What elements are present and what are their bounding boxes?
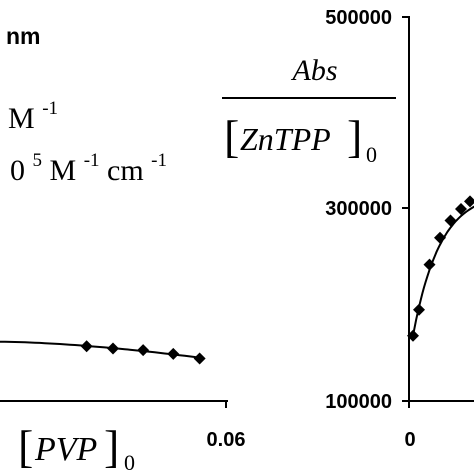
- annotation-constant-1: M -1: [8, 98, 58, 135]
- annotation-constant-2-unit2-sup: -1: [151, 150, 167, 171]
- left-panel: nm M -1 0 5 M -1 cm -1 0.06 [ PVP ] 0: [0, 23, 245, 474]
- annotation-constant-1-sup: -1: [42, 98, 58, 119]
- annotation-wavelength: nm: [6, 23, 41, 49]
- right-y-tick-label: 100000: [325, 391, 392, 413]
- left-x-label-var: PVP: [34, 431, 97, 468]
- right-y-label-open-bracket: [: [224, 111, 239, 162]
- annotation-constant-2-exp: 5: [33, 150, 43, 171]
- annotation-constant-1-unit: M: [8, 102, 35, 135]
- annotation-constant-2: 0 5 M -1 cm -1: [10, 140, 167, 187]
- left-x-label-open-bracket: [: [18, 421, 33, 472]
- right-data-point: [455, 203, 467, 215]
- right-data-point: [407, 329, 419, 342]
- right-data-point: [413, 303, 425, 316]
- right-y-label-sub: 0: [366, 142, 377, 167]
- left-fit-line: [0, 340, 200, 359]
- right-y-tick-label: 500000: [325, 7, 392, 29]
- annotation-constant-2-prefix: 0: [10, 154, 25, 187]
- annotation-constant-2-unit1-sup: -1: [84, 150, 100, 171]
- left-x-tick-label: 0.06: [207, 429, 246, 451]
- left-data-point: [107, 342, 119, 355]
- right-data-point: [423, 258, 436, 271]
- left-x-label-sub: 0: [124, 450, 135, 474]
- left-data-point: [137, 344, 150, 357]
- left-data-points: [80, 340, 206, 365]
- annotation-constant-2-unit1: M: [50, 154, 77, 187]
- left-x-axis-label: [ PVP ] 0: [18, 421, 135, 474]
- right-panel: Abs [ ZnTPP ] 0 100000 300000 500000 0: [222, 7, 474, 451]
- annotation-constant-2-unit2: cm: [107, 154, 144, 187]
- left-x-label-close-bracket: ]: [104, 421, 119, 472]
- left-data-point: [80, 340, 93, 353]
- right-y-label-numerator: Abs: [291, 54, 338, 87]
- right-y-label-var: ZnTPP: [240, 121, 331, 157]
- right-y-tick-label: 300000: [325, 198, 392, 220]
- right-data-points: [407, 195, 474, 342]
- right-fit-line: [412, 205, 474, 336]
- right-y-label-close-bracket: ]: [347, 111, 362, 162]
- right-data-point: [464, 195, 474, 208]
- right-y-axis-label: Abs [ ZnTPP ] 0: [222, 54, 396, 167]
- left-data-point: [167, 347, 180, 360]
- right-x-tick-label: 0: [404, 429, 415, 451]
- left-data-point: [193, 352, 206, 365]
- right-data-point: [444, 214, 457, 227]
- right-data-point: [434, 231, 446, 244]
